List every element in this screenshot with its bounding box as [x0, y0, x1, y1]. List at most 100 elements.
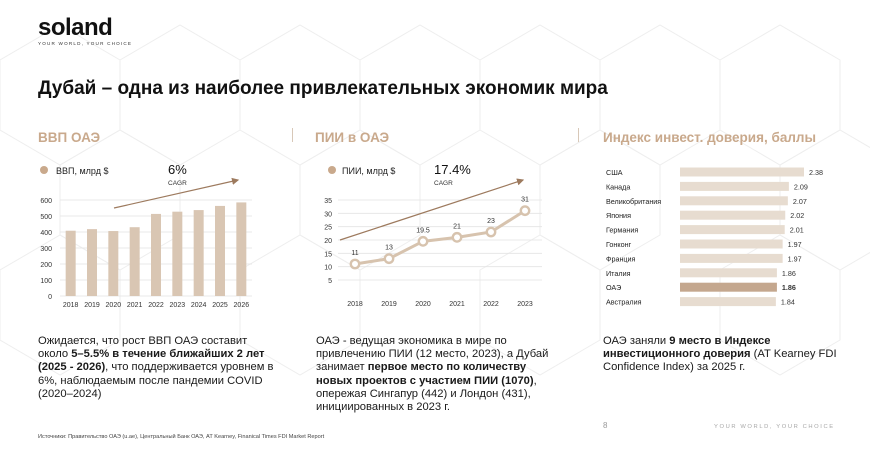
- index-category-label: Италия: [606, 269, 631, 278]
- index-description: ОАЭ заняли 9 место в Индексе инвестицион…: [603, 335, 843, 375]
- brand-logo: soland YOUR WORLD, YOUR CHOICE: [38, 14, 132, 47]
- index-bar-9: [680, 297, 776, 307]
- index-category-label: США: [606, 168, 623, 177]
- gdp-bar-2026: [236, 202, 247, 296]
- fdi-point-2018: [349, 258, 361, 270]
- fdi-y-tick: 30: [324, 211, 332, 218]
- gdp-x-tick: 2019: [84, 302, 100, 309]
- index-bar-7: [680, 268, 777, 278]
- index-value-label: 1.84: [781, 298, 795, 307]
- index-bar-8: [680, 282, 777, 292]
- fdi-x-tick: 2019: [381, 301, 397, 308]
- gdp-x-tick: 2023: [170, 302, 186, 309]
- fdi-desc-part1: ОАЭ - ведущая экономика в мире по привле…: [316, 335, 549, 374]
- index-value-label: 2.07: [793, 197, 807, 206]
- index-desc-bold: 9 место в Индексе инвестиционного довери…: [603, 335, 771, 361]
- fdi-legend-label: ПИИ, млрд $: [342, 166, 395, 176]
- fdi-point-2019: [383, 253, 395, 265]
- gdp-bar-2018: [65, 230, 76, 296]
- index-bar-4: [680, 225, 785, 235]
- index-value-label: 2.01: [790, 226, 804, 235]
- index-value-label: 1.97: [788, 254, 802, 263]
- gdp-x-tick: 2024: [191, 302, 207, 309]
- index-bar-5: [680, 239, 783, 249]
- index-category-label: Франция: [606, 254, 636, 263]
- fdi-series-line: [354, 209, 526, 266]
- fdi-y-tick: 10: [324, 265, 332, 272]
- gdp-bar-2025: [215, 205, 225, 296]
- gdp-x-tick: 2018: [63, 302, 79, 309]
- index-category-label: Гонконг: [606, 240, 632, 249]
- fdi-point-2020: [417, 235, 429, 247]
- fdi-description: ОАЭ - ведущая экономика в мире по привле…: [316, 335, 551, 414]
- gdp-y-tick: 300: [40, 246, 52, 253]
- gdp-y-tick: 600: [40, 198, 52, 205]
- fdi-x-tick: 2023: [517, 301, 533, 308]
- gdp-legend-label: ВВП, млрд $: [56, 166, 108, 176]
- fdi-x-tick: 2018: [347, 301, 363, 308]
- index-value-label: 2.38: [809, 168, 823, 177]
- fdi-legend-marker: [328, 166, 336, 174]
- gdp-y-tick: 500: [40, 214, 52, 221]
- index-value-label: 2.09: [794, 182, 808, 191]
- gdp-x-tick: 2025: [212, 302, 228, 309]
- footer-tagline: YOUR WORLD, YOUR CHOICE: [714, 424, 835, 430]
- index-category-label: ОАЭ: [606, 283, 621, 292]
- fdi-x-tick: 2022: [483, 301, 499, 308]
- index-category-label: Канада: [606, 182, 630, 191]
- page-title: Дубай – одна из наиболее привлекательных…: [38, 78, 608, 99]
- fdi-y-tick: 20: [324, 238, 332, 245]
- index-category-label: Австралия: [606, 298, 642, 307]
- index-bar-6: [680, 253, 783, 263]
- fdi-x-tick: 2021: [449, 301, 465, 308]
- gdp-x-tick: 2026: [234, 302, 250, 309]
- gdp-bar-2021: [129, 227, 140, 296]
- gdp-section-title: ВВП ОАЭ: [38, 130, 101, 145]
- index-category-label: Германия: [606, 226, 638, 235]
- gdp-bar-2019: [87, 229, 97, 296]
- index-value-label: 2.02: [790, 211, 804, 220]
- gdp-growth-arrow: [113, 177, 240, 209]
- fdi-cagr-value: 17.4%: [434, 162, 471, 177]
- gdp-y-tick: 400: [40, 230, 52, 237]
- fdi-data-label: 21: [453, 223, 461, 230]
- fdi-data-label: 23: [487, 218, 495, 225]
- fdi-y-tick: 5: [328, 278, 332, 285]
- page-number: 8: [603, 421, 608, 430]
- gdp-y-tick: 200: [40, 262, 52, 269]
- fdi-line-chart: 5 10 15 20 25 30 35 2018 2019 2020 2021 2022 2023 1…: [324, 162, 542, 308]
- fdi-point-2022: [485, 226, 497, 238]
- gdp-y-tick: 100: [40, 278, 52, 285]
- fdi-data-label: 11: [351, 250, 358, 257]
- index-section-title: Индекс инвест. доверия, баллы: [603, 130, 817, 145]
- fdi-point-2023: [519, 205, 531, 217]
- fdi-data-label: 19.5: [416, 227, 430, 234]
- index-bar-1: [680, 181, 789, 191]
- index-bar-chart: США 2.38 Канада 2.09 Великобритания 2.07 Япони…: [606, 167, 823, 307]
- fdi-desc-bold: первое место по количеству новых проекто…: [316, 361, 534, 387]
- sources-note: Источники: Правительство ОАЭ (u.ae), Цен…: [38, 434, 325, 440]
- gdp-bar-2024: [193, 210, 204, 296]
- column-divider: [292, 128, 293, 142]
- gdp-y-tick: 0: [48, 294, 52, 301]
- gdp-bar-2020: [108, 231, 119, 296]
- gdp-desc-part1: Ожидается, что рост ВВП ОАЭ составит око…: [38, 335, 248, 361]
- index-bar-0: [680, 167, 804, 177]
- index-value-label: 1.97: [788, 240, 802, 249]
- gdp-cagr-label: CAGR: [168, 180, 187, 187]
- logo-wordmark: soland: [38, 14, 113, 41]
- fdi-y-tick: 25: [324, 225, 332, 232]
- index-value-label: 1.86: [782, 269, 796, 278]
- index-desc-part2: (AT Kearney FDI Confidence Index) за 202…: [603, 348, 837, 374]
- index-category-label: Япония: [606, 211, 631, 220]
- fdi-x-tick: 2020: [415, 301, 431, 308]
- fdi-data-label: 13: [385, 245, 393, 252]
- index-bar-2: [680, 196, 788, 206]
- gdp-desc-bold: 5–5.5% в течение ближайших 2 лет (2025 -…: [38, 348, 265, 374]
- fdi-growth-arrow: [339, 178, 525, 241]
- gdp-x-tick: 2022: [148, 302, 164, 309]
- gdp-bar-chart: 2018 2019 2020 2021 2022 2023 2024 2025 2026 0 10…: [40, 162, 252, 309]
- gdp-description: Ожидается, что рост ВВП ОАЭ составит око…: [38, 335, 278, 401]
- gdp-x-tick: 2020: [106, 302, 122, 309]
- fdi-point-2021: [451, 231, 463, 243]
